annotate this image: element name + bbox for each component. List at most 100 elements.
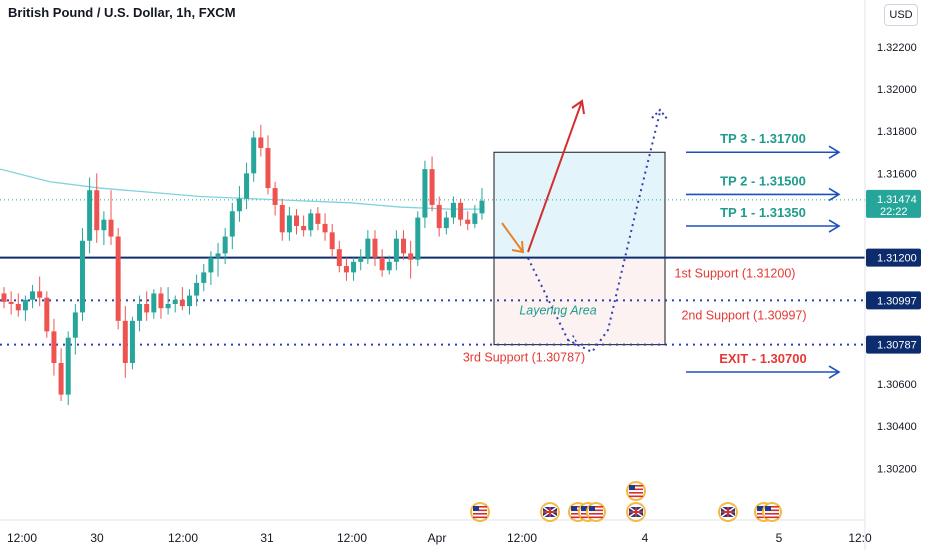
- candle[interactable]: [194, 282, 200, 296]
- candle[interactable]: [443, 217, 449, 229]
- uk-event-icon[interactable]: [540, 502, 560, 522]
- flag-stripe: [589, 516, 603, 519]
- candle[interactable]: [222, 236, 228, 254]
- us-event-icon[interactable]: [586, 502, 606, 522]
- flag-stripe: [629, 495, 643, 498]
- candle[interactable]: [436, 204, 442, 229]
- candle[interactable]: [372, 238, 378, 258]
- candle[interactable]: [8, 301, 14, 304]
- candle[interactable]: [236, 198, 242, 212]
- candle[interactable]: [58, 363, 64, 395]
- time-tick-label: 4: [642, 531, 649, 545]
- candle[interactable]: [87, 190, 93, 241]
- uk-event-icon[interactable]: [626, 502, 646, 522]
- candle[interactable]: [336, 249, 342, 267]
- time-tick-label: 5: [776, 531, 783, 545]
- candle[interactable]: [301, 226, 307, 231]
- candle[interactable]: [15, 303, 21, 311]
- candle[interactable]: [201, 272, 207, 283]
- currency-button[interactable]: USD: [884, 4, 918, 26]
- candle[interactable]: [329, 232, 335, 250]
- candle[interactable]: [365, 238, 371, 258]
- target-label: TP 1 - 1.31350: [720, 205, 806, 220]
- candle[interactable]: [94, 190, 100, 231]
- candle[interactable]: [265, 148, 271, 189]
- candle[interactable]: [51, 331, 57, 364]
- candle[interactable]: [272, 188, 278, 205]
- last-price-tag: [866, 189, 921, 218]
- candle[interactable]: [144, 303, 150, 313]
- candle[interactable]: [351, 261, 357, 273]
- candle[interactable]: [137, 303, 143, 321]
- candle[interactable]: [458, 202, 464, 220]
- candle[interactable]: [1, 293, 7, 302]
- candle[interactable]: [165, 303, 171, 309]
- flag-stripe: [571, 506, 585, 508]
- candle[interactable]: [422, 169, 428, 218]
- candle[interactable]: [379, 257, 385, 271]
- candle[interactable]: [472, 213, 478, 224]
- candle[interactable]: [251, 137, 257, 174]
- candle[interactable]: [129, 320, 135, 364]
- candle[interactable]: [22, 299, 28, 311]
- candle[interactable]: [258, 137, 264, 149]
- flag-stripe: [765, 513, 779, 515]
- red-arrowhead: [571, 99, 585, 115]
- candle[interactable]: [37, 291, 43, 298]
- price-tag-label: 1.31200: [877, 253, 917, 265]
- target-label: TP 3 - 1.31700: [720, 131, 806, 146]
- candle[interactable]: [322, 223, 328, 233]
- candle[interactable]: [122, 320, 128, 364]
- target-arrowhead: [828, 365, 841, 379]
- time-tick-label: 12:00: [507, 531, 537, 545]
- candle[interactable]: [479, 200, 485, 214]
- us-event-icon[interactable]: [470, 502, 490, 522]
- uk-event-icon[interactable]: [718, 502, 738, 522]
- candle[interactable]: [401, 238, 407, 254]
- support-label: 3rd Support (1.30787): [463, 351, 585, 365]
- flag-stripe: [629, 492, 643, 494]
- candle[interactable]: [294, 215, 300, 227]
- candle[interactable]: [229, 211, 235, 237]
- flag-stripe: [473, 513, 487, 515]
- candle[interactable]: [386, 261, 392, 271]
- candle[interactable]: [44, 297, 50, 332]
- flag-stripe: [765, 506, 779, 508]
- candle[interactable]: [30, 291, 36, 300]
- candle[interactable]: [108, 219, 114, 237]
- bar-countdown: 22:22: [880, 206, 908, 218]
- candle[interactable]: [151, 293, 157, 313]
- candle[interactable]: [279, 204, 285, 233]
- candle[interactable]: [79, 240, 85, 313]
- us-event-icon[interactable]: [762, 502, 782, 522]
- candle[interactable]: [115, 236, 121, 321]
- us-event-icon[interactable]: [626, 481, 646, 501]
- candle[interactable]: [465, 219, 471, 224]
- candle[interactable]: [315, 213, 321, 224]
- candle[interactable]: [408, 253, 414, 260]
- candle[interactable]: [179, 299, 185, 307]
- candle[interactable]: [158, 293, 164, 309]
- candle[interactable]: [415, 217, 421, 260]
- projected-path-mid: [567, 333, 580, 347]
- candle[interactable]: [65, 337, 71, 395]
- candle[interactable]: [429, 169, 435, 205]
- price-axis[interactable]: [865, 0, 932, 550]
- candle[interactable]: [244, 173, 250, 199]
- candle[interactable]: [172, 299, 178, 304]
- candle[interactable]: [450, 202, 456, 218]
- candle[interactable]: [393, 238, 399, 262]
- candle[interactable]: [308, 213, 314, 231]
- price-tag-label: 1.30787: [877, 340, 917, 352]
- candle[interactable]: [101, 219, 107, 231]
- candle[interactable]: [186, 295, 192, 307]
- candle[interactable]: [286, 215, 292, 233]
- candle[interactable]: [72, 312, 78, 338]
- candle[interactable]: [215, 253, 221, 258]
- candle[interactable]: [208, 257, 214, 273]
- candle[interactable]: [343, 266, 349, 273]
- flag-stripe: [571, 509, 585, 512]
- candle[interactable]: [358, 257, 364, 262]
- flag-stripe: [589, 509, 603, 512]
